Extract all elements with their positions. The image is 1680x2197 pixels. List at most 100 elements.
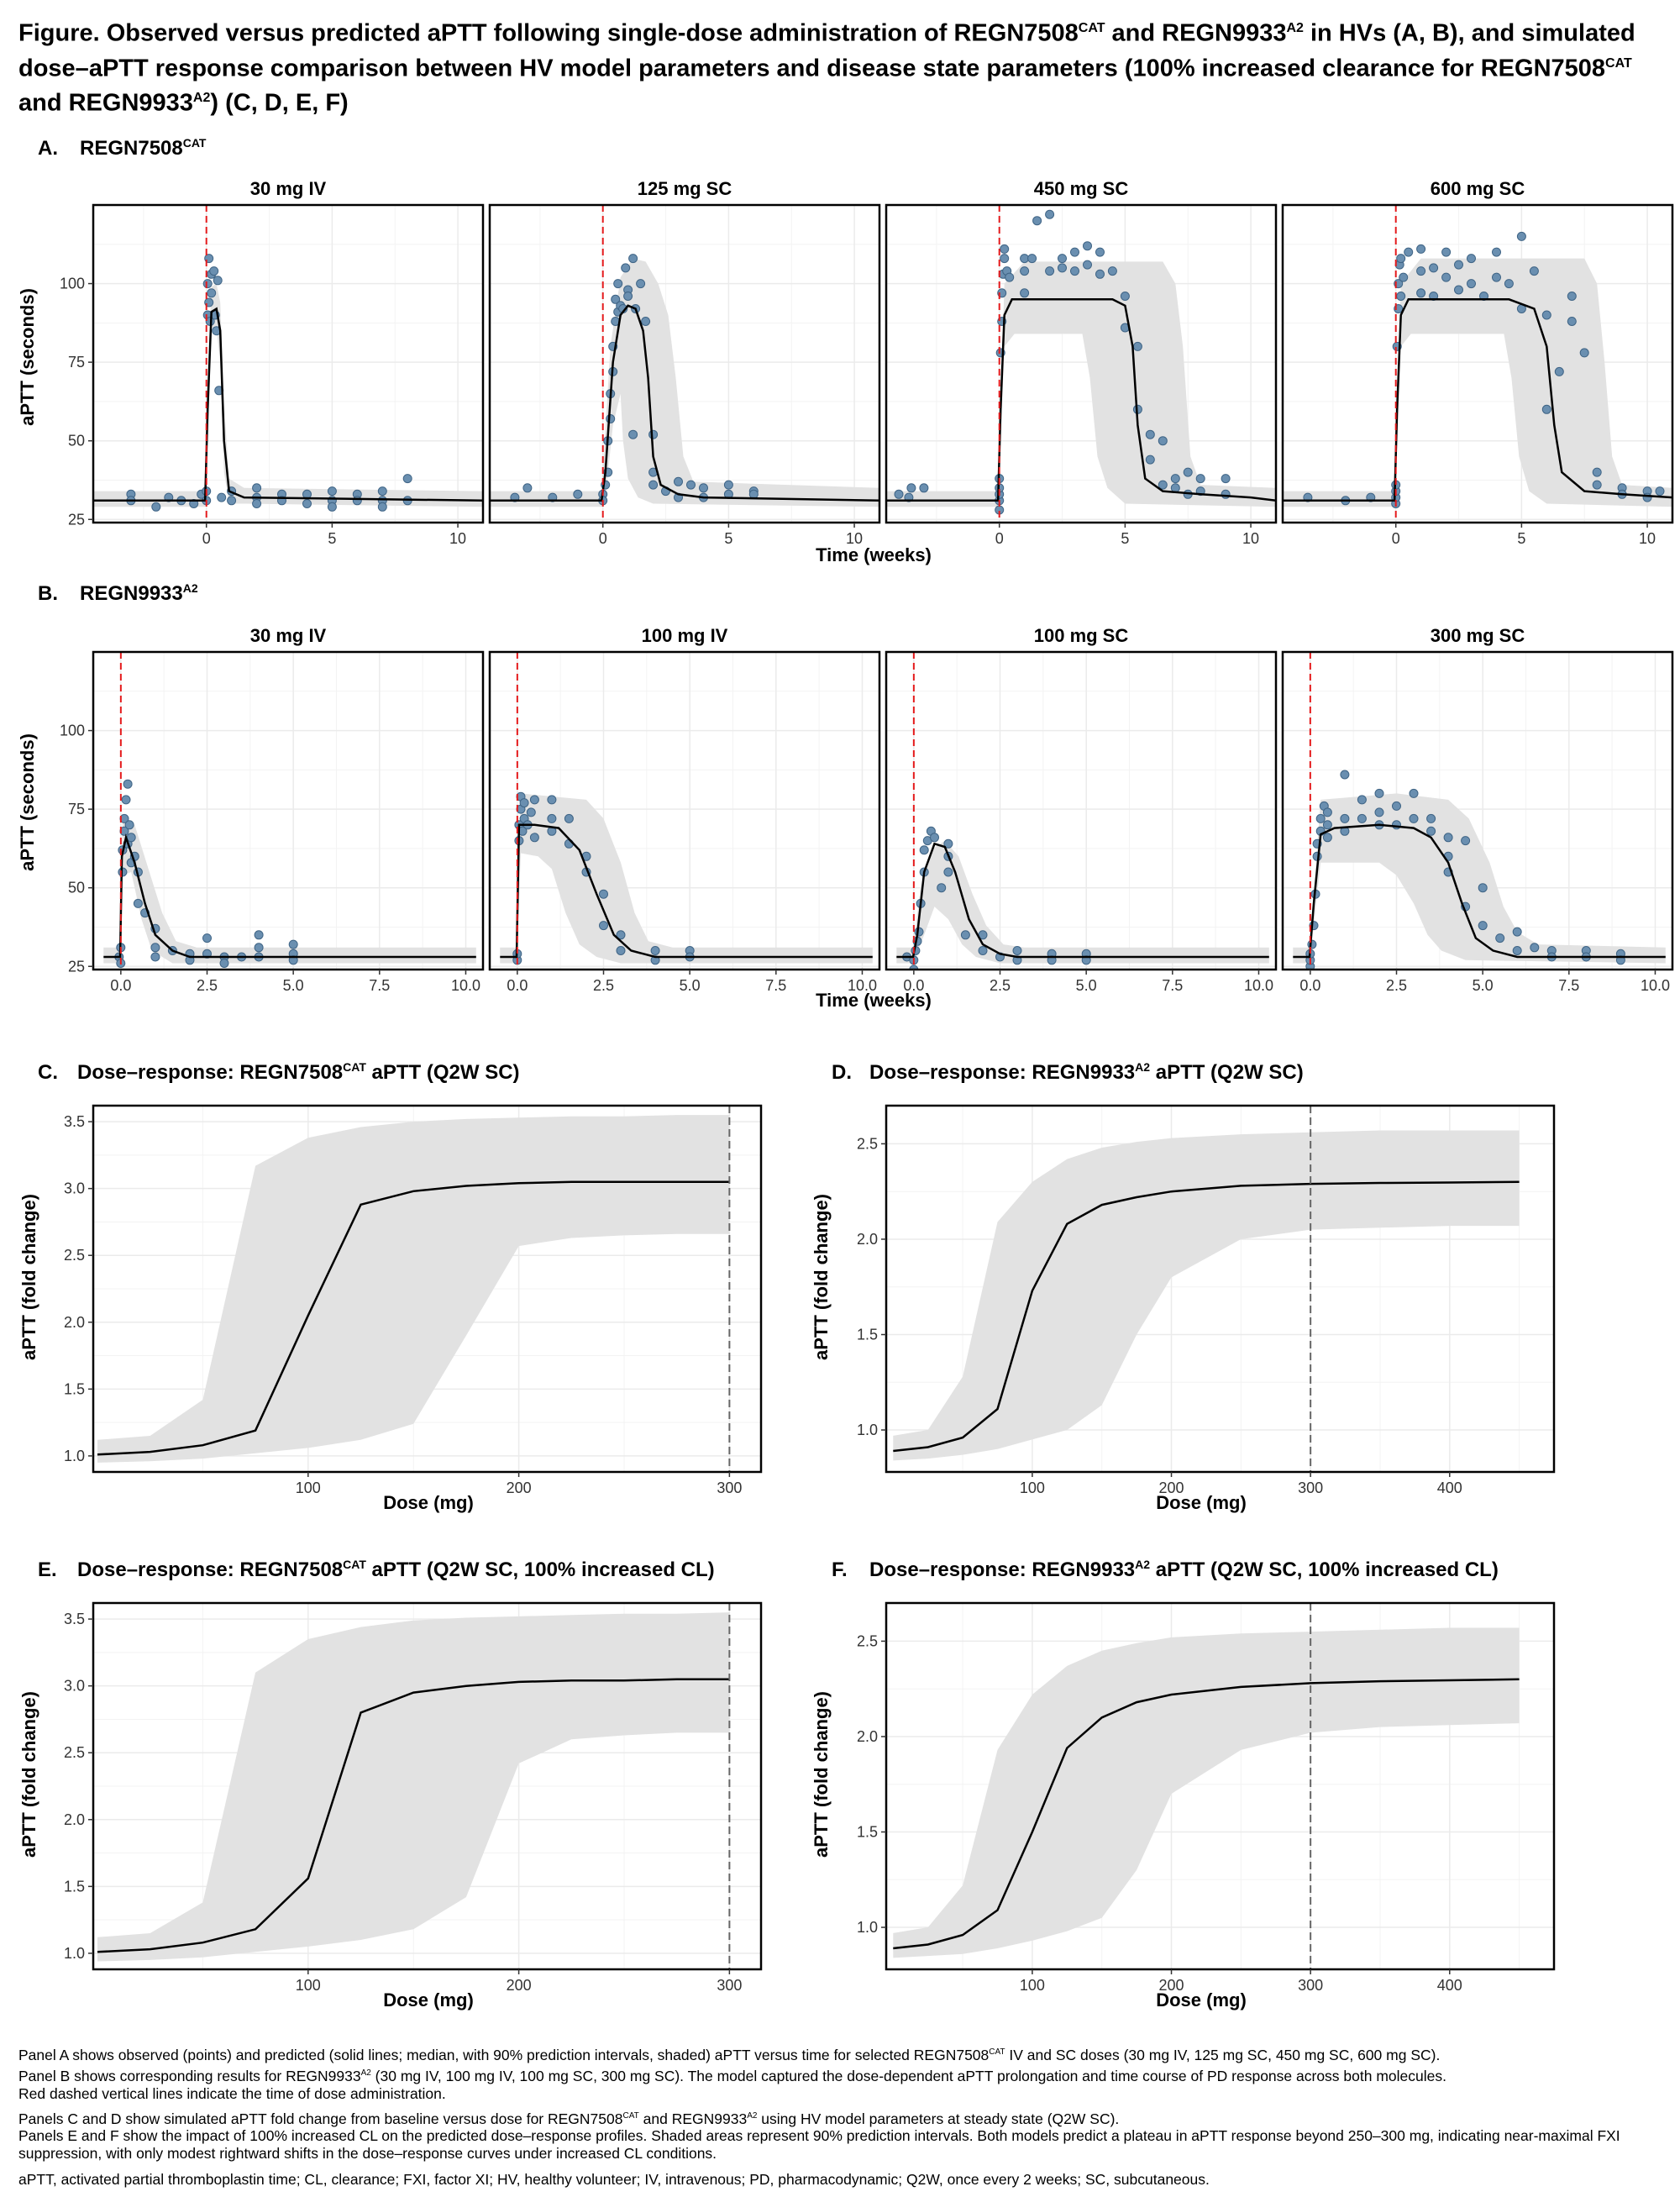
panel-f-xlabel: Dose (mg) (1156, 1989, 1247, 2010)
observed-point (648, 480, 659, 490)
x-tick-label: 5 (328, 530, 336, 547)
facet-title: 125 mg SC (638, 178, 732, 199)
x-tick-label: 7.5 (1162, 977, 1183, 994)
observed-point (1512, 946, 1522, 955)
y-tick-label: 3.5 (64, 1113, 85, 1130)
observed-point (202, 279, 213, 289)
x-tick-label: 10.0 (451, 977, 480, 994)
x-tick-label: 2.5 (990, 977, 1011, 994)
x-tick-label: 200 (507, 1480, 532, 1496)
note-abbreviations: aPTT, activated partial thromboplastin t… (18, 2171, 1210, 2189)
observed-point (1404, 247, 1414, 257)
observed-point (937, 883, 947, 893)
x-tick-label: 0.0 (110, 977, 131, 994)
observed-point (1504, 279, 1514, 289)
observed-point (1409, 788, 1419, 798)
panel-a-facet-2: 125 mg SC 0 5 10 (488, 178, 881, 547)
observed-point (219, 959, 229, 968)
observed-point (978, 946, 988, 955)
panel-d-xlabel: Dose (mg) (1156, 1492, 1247, 1513)
x-tick-label: 5.0 (1473, 977, 1494, 994)
observed-point (919, 483, 929, 493)
panel-b-ylabel: aPTT (seconds) (17, 733, 38, 871)
panel-b-facet-2: 100 mg IV 0.0 2.5 5.0 7.5 10.0 (488, 625, 881, 994)
y-tick-label: 1.5 (857, 1824, 878, 1841)
panel-d-title: Dose–response: REGN9933A2 aPTT (Q2W SC) (869, 1060, 1304, 1084)
observed-point (1396, 254, 1406, 264)
observed-point (606, 414, 616, 423)
facet-title: 450 mg SC (1034, 178, 1129, 199)
panel-d-ylabel: aPTT (fold change) (811, 1194, 832, 1360)
observed-point (302, 499, 312, 508)
panel-a-title: REGN7508CAT (80, 136, 207, 160)
y-tick-label: 3.0 (64, 1180, 85, 1197)
observed-point (1495, 933, 1505, 943)
observed-point (522, 483, 533, 493)
panel-f-ylabel: aPTT (fold change) (811, 1691, 832, 1858)
median-prediction-line (490, 304, 879, 502)
observed-point (611, 294, 621, 304)
panel-a-facet-3: 450 mg SC 0 5 10 (885, 178, 1278, 547)
observed-point (547, 813, 557, 823)
y-tick-label: 2.5 (857, 1632, 878, 1649)
observed-point (123, 779, 133, 789)
x-tick-label: 200 (1159, 1480, 1184, 1496)
observed-point (288, 939, 298, 949)
x-tick-label: 0.0 (903, 977, 924, 994)
x-tick-label: 5.0 (1076, 977, 1097, 994)
observed-point (894, 489, 904, 499)
observed-point (1478, 921, 1488, 931)
observed-point (1541, 404, 1551, 414)
observed-point (943, 838, 953, 849)
observed-point (1095, 247, 1105, 257)
panel-b-xlabel: Time (weeks) (816, 990, 932, 1011)
observed-point (599, 921, 608, 931)
observed-point (1512, 927, 1522, 937)
observed-point (628, 429, 638, 439)
y-tick-label: 75 (68, 354, 85, 371)
x-tick-label: 2.5 (197, 977, 218, 994)
observed-point (252, 483, 262, 493)
observed-point (636, 279, 646, 289)
observed-point (1429, 263, 1439, 273)
facet-frame (885, 203, 1278, 524)
facet-frame (885, 650, 1278, 971)
observed-point (1642, 492, 1652, 502)
observed-point (529, 833, 539, 843)
observed-point (1396, 292, 1406, 301)
observed-point (723, 480, 733, 490)
observed-point (1000, 254, 1010, 264)
observed-point (1441, 247, 1452, 257)
observed-point (1454, 285, 1463, 295)
observed-point (1158, 436, 1168, 446)
x-tick-label: 10 (1639, 530, 1656, 547)
x-tick-label: 100 (296, 1977, 321, 1994)
x-tick-label: 0 (202, 530, 211, 547)
observed-point (1441, 272, 1452, 282)
x-tick-label: 7.5 (369, 977, 390, 994)
facet-frame (488, 650, 881, 971)
panel-e-label: E. (38, 1558, 57, 1581)
x-tick-label: 10.0 (1244, 977, 1273, 994)
observed-point (150, 952, 160, 962)
panel-c-plot: 100 200 300 1.0 1.5 2.0 2.5 3.0 3.5 (64, 1104, 763, 1496)
x-tick-label: 5.0 (283, 977, 304, 994)
y-tick-label: 50 (68, 433, 85, 449)
median-prediction-line (93, 307, 483, 502)
observed-point (960, 930, 970, 940)
observed-point (748, 489, 759, 499)
observed-point (1478, 883, 1488, 893)
observed-point (213, 276, 223, 286)
figure-notes: Panel A shows observed (points) and pred… (18, 2043, 1656, 2193)
observed-point (1374, 788, 1384, 798)
figure-canvas: A. REGN7508CAT 30 mg IV0 5 10255075100125 … (17, 136, 1674, 2010)
observed-point (133, 898, 143, 908)
panel-b-facet-4: 300 mg SC 0.0 2.5 5.0 7.5 10.0 (1281, 625, 1674, 994)
observed-point (1170, 474, 1180, 484)
x-tick-label: 0.0 (1299, 977, 1320, 994)
panel-c-title: Dose–response: REGN7508CAT aPTT (Q2W SC) (77, 1060, 520, 1084)
observed-point (1095, 269, 1105, 279)
observed-point (252, 499, 262, 508)
observed-point (1107, 266, 1117, 276)
